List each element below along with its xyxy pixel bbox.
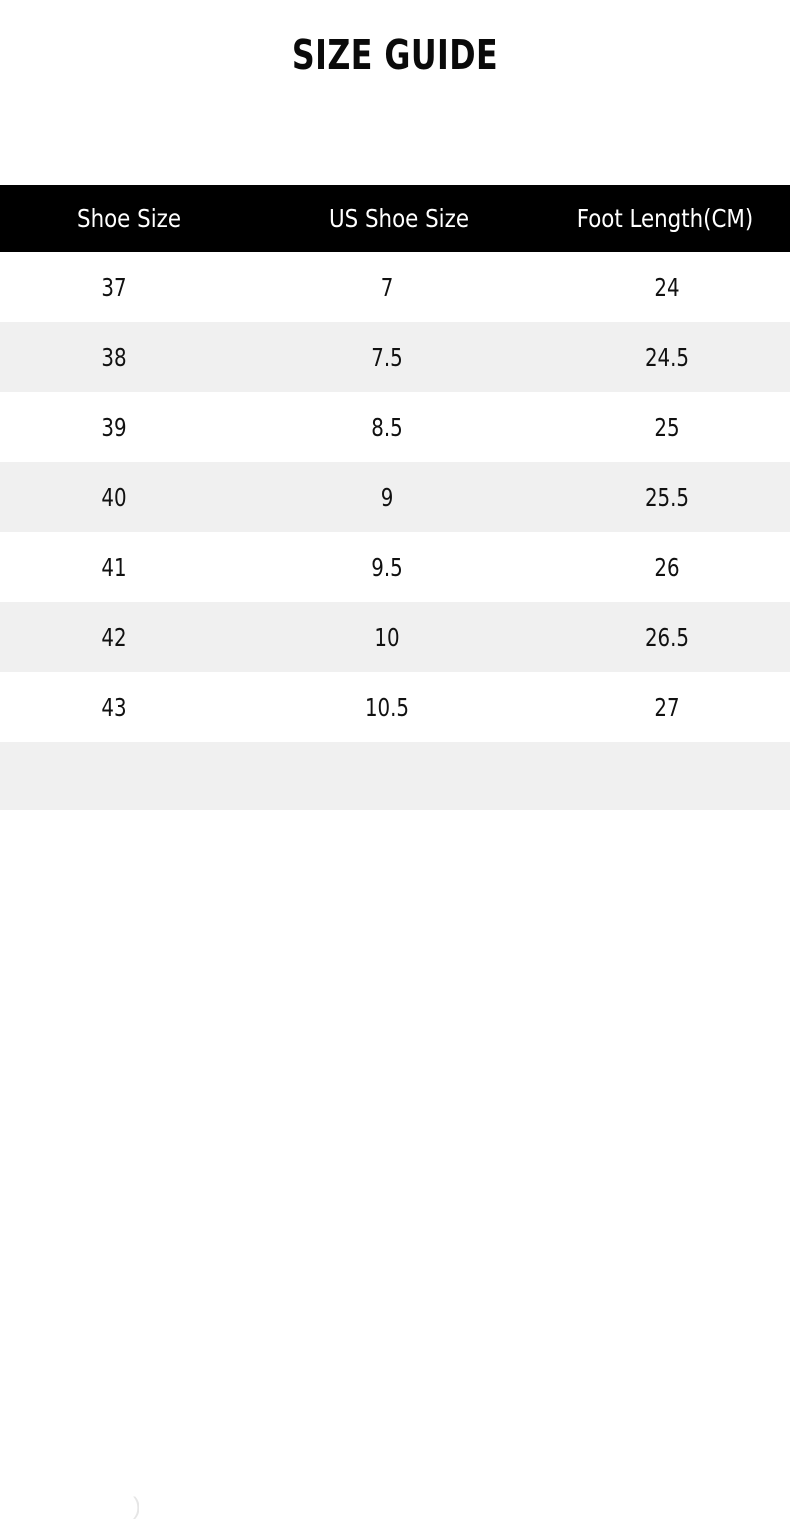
cell-foot-length: 24.5 bbox=[644, 342, 690, 372]
cell-us-shoe-size: 10.5 bbox=[364, 692, 410, 722]
cell-shoe-size: 40 bbox=[101, 482, 127, 512]
cell-shoe-size: 39 bbox=[101, 412, 127, 442]
cell-us-shoe-size: 9.5 bbox=[371, 552, 403, 582]
page-title: SIZE GUIDE bbox=[291, 31, 499, 79]
cell-us-shoe-size: 10 bbox=[374, 622, 400, 652]
column-header-foot-length: Foot Length(CM) bbox=[576, 204, 754, 233]
cell-us-shoe-size: 8.5 bbox=[371, 412, 403, 442]
title-area: SIZE GUIDE bbox=[0, 0, 790, 185]
table-row: 40 9 25.5 bbox=[0, 462, 790, 532]
cell-shoe-size: 42 bbox=[101, 622, 127, 652]
cell-shoe-size: 38 bbox=[101, 342, 127, 372]
cell-shoe-size: 37 bbox=[101, 272, 127, 302]
size-guide-table: Shoe Size US Shoe Size Foot Length(CM) 3… bbox=[0, 185, 790, 742]
cell-shoe-size: 43 bbox=[101, 692, 127, 722]
column-header-shoe-size: Shoe Size bbox=[77, 204, 181, 233]
table-row: 41 9.5 26 bbox=[0, 532, 790, 602]
footer-artifact-mark: ) bbox=[133, 1494, 139, 1520]
footer-empty-band: ) bbox=[0, 742, 790, 1520]
table-row: 39 8.5 25 bbox=[0, 392, 790, 462]
cell-foot-length: 24 bbox=[654, 272, 680, 302]
table-header-row: Shoe Size US Shoe Size Foot Length(CM) bbox=[0, 185, 790, 252]
cell-shoe-size: 41 bbox=[101, 552, 127, 582]
cell-foot-length: 25.5 bbox=[644, 482, 690, 512]
column-header-us-shoe-size: US Shoe Size bbox=[328, 204, 469, 233]
cell-foot-length: 25 bbox=[654, 412, 680, 442]
cell-us-shoe-size: 9 bbox=[380, 482, 394, 512]
cell-foot-length: 27 bbox=[654, 692, 680, 722]
table-row: 37 7 24 bbox=[0, 252, 790, 322]
table-row: 43 10.5 27 bbox=[0, 672, 790, 742]
table-row: 38 7.5 24.5 bbox=[0, 322, 790, 392]
cell-foot-length: 26 bbox=[654, 552, 680, 582]
cell-us-shoe-size: 7 bbox=[380, 272, 394, 302]
table-row: 42 10 26.5 bbox=[0, 602, 790, 672]
cell-us-shoe-size: 7.5 bbox=[371, 342, 403, 372]
cell-foot-length: 26.5 bbox=[644, 622, 690, 652]
